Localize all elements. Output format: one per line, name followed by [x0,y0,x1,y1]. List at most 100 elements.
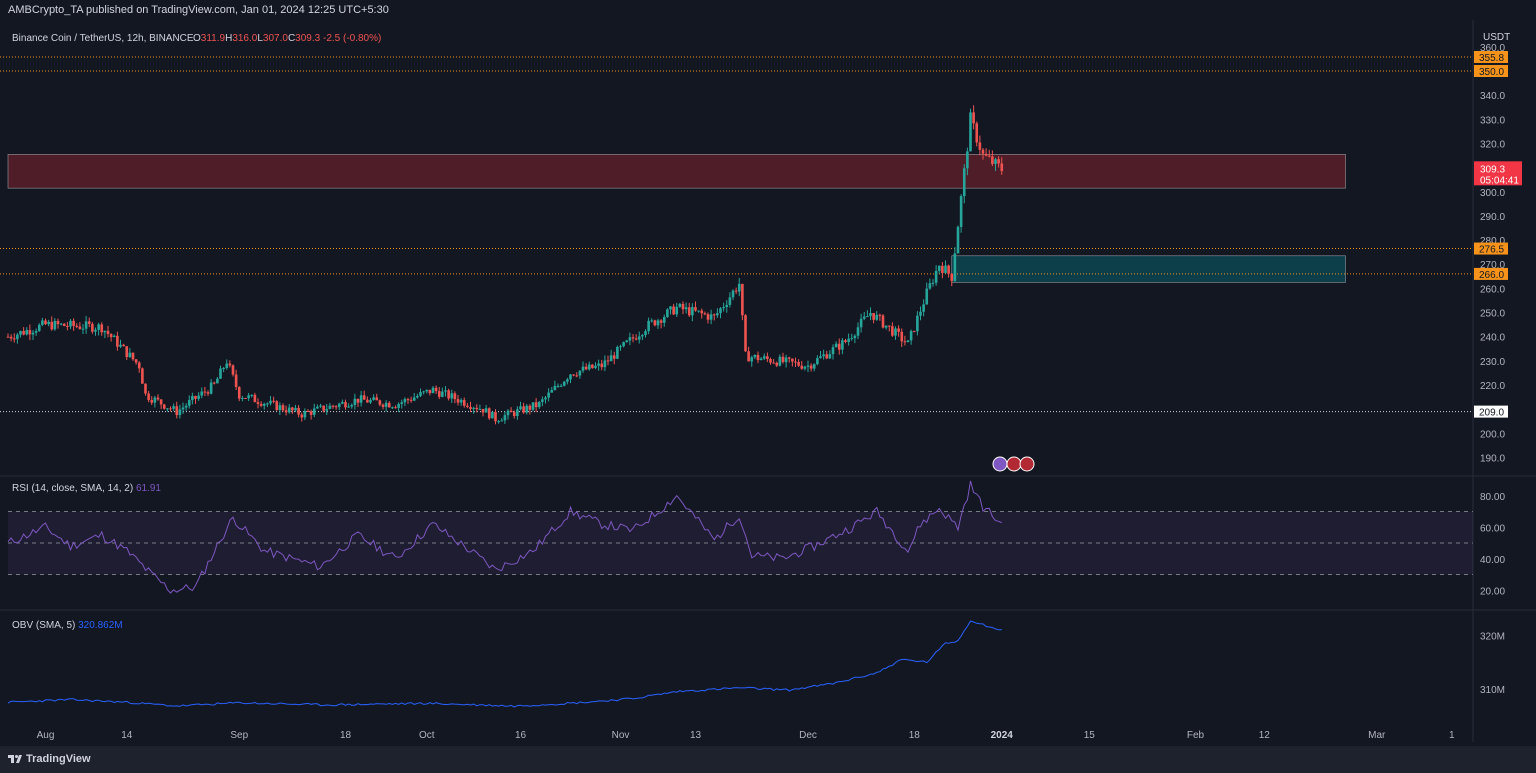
candle [316,404,319,409]
candle [709,309,713,325]
candle-body [894,328,897,336]
candle-body [297,407,300,415]
candle [656,318,660,329]
candle [541,396,544,407]
candle-body [106,330,110,334]
candle [359,390,363,407]
candle-body [725,304,729,307]
candle [691,303,694,322]
candle-body [666,309,669,318]
candle-body [872,312,875,320]
candle [644,329,647,338]
candle-body [294,407,297,411]
candle-body [837,343,841,350]
candle-body [591,364,594,369]
candle-body [444,390,447,392]
candle-body [925,288,929,305]
candle-body [66,325,69,327]
price-tick-label: 230.0 [1480,357,1505,368]
candle [331,404,335,409]
candle-body [6,336,10,338]
candle [700,308,704,319]
candle-body [316,406,319,409]
candle-body [109,333,113,338]
candle-body [722,306,725,309]
candle [531,402,535,412]
candle [19,330,22,338]
price-tick-label: 220.0 [1480,381,1505,392]
candle-body [734,290,738,292]
candle [281,403,285,412]
candle [203,386,207,396]
candle [253,392,257,403]
candle [222,367,225,373]
candle [78,322,82,330]
obv-legend-part: OBV (SMA, 5) [12,620,78,631]
ohlc-part: 311.9 [201,33,226,44]
candle [212,381,216,385]
candle [441,387,444,398]
candle-body [512,412,516,416]
x-tick-label: 18 [909,730,921,741]
x-tick-label: 12 [1259,730,1271,741]
price-tick-label: 290.0 [1480,212,1505,223]
candle [194,395,197,404]
last-price-label: 309.3 [1480,164,1505,175]
candle-body [878,314,882,316]
candle [53,318,57,331]
candle [453,391,457,404]
chart-canvas[interactable]: 190.0200.0210.0220.0230.0240.0250.0260.0… [0,20,1536,746]
rsi-tick-label: 60.00 [1480,523,1505,534]
candle [869,307,872,321]
candle-body [694,307,697,311]
candle-body [781,356,785,363]
candle-body [237,387,241,399]
candle-body [9,336,13,339]
obv-line [7,620,1002,708]
candle-body [709,314,713,320]
candle-body [791,358,794,362]
candle-body [778,356,782,366]
candle [450,389,454,403]
candle [141,367,144,384]
candle-body [794,361,797,363]
candle-body [700,310,704,314]
candle [781,352,785,364]
candle [400,399,404,409]
candle [162,404,166,410]
candle [547,388,550,402]
candle [153,395,157,408]
candle [419,388,422,397]
candle-body [341,402,344,404]
candle [587,361,591,371]
candle-body [531,402,535,410]
price-tick-label: 260.0 [1480,284,1505,295]
candle [775,361,779,368]
candle-body [147,393,150,401]
x-tick-label: Sep [230,730,248,741]
candle [206,390,210,397]
candle [734,287,738,295]
candle-body [841,340,844,350]
candle [494,409,497,425]
x-tick-label: 18 [340,730,352,741]
candle [819,350,822,359]
price-tick-label: 360.0 [1480,43,1505,54]
candle-body [456,399,460,403]
candle [478,404,482,410]
candle-body [378,400,382,405]
candle [69,318,72,330]
candle-body [219,368,222,379]
candle-body [250,394,254,396]
candle-body [500,420,504,422]
candle [559,383,563,388]
candle [512,410,516,419]
candle-body [775,362,779,366]
candle-body [631,337,635,339]
candle-body [116,335,119,347]
candle [109,333,113,342]
candle [175,401,179,419]
candle [597,359,600,371]
ohlc-part: 309.3 [295,33,323,44]
candle-body [244,398,247,400]
